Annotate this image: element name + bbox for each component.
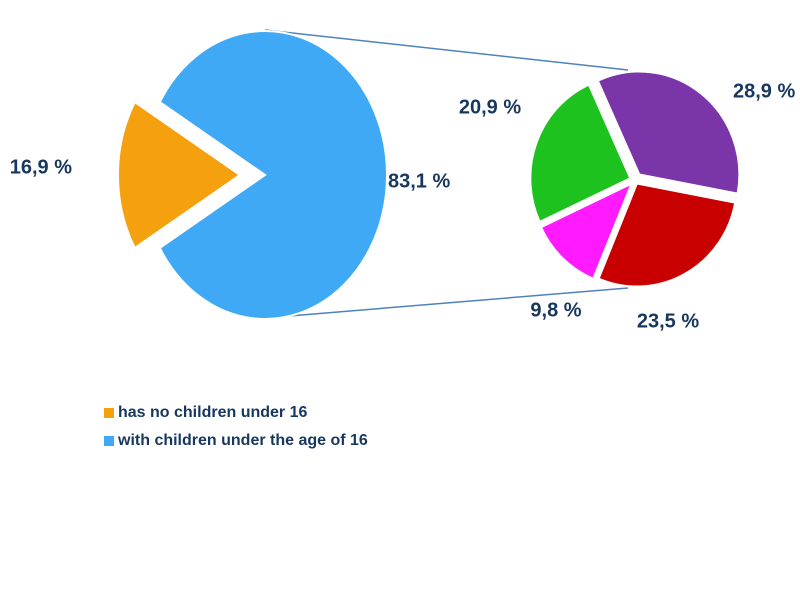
connector-line [264, 287, 629, 319]
pie-slice [529, 83, 632, 224]
legend-swatch [104, 436, 114, 446]
pie-slice [596, 70, 741, 195]
data-label: 20,9 % [459, 96, 521, 118]
pie-slice [158, 30, 388, 320]
data-label: 16,9 % [10, 156, 72, 178]
legend-swatch [104, 408, 114, 418]
connector-line [264, 29, 629, 71]
legend-label: has no children under 16 [118, 404, 307, 421]
data-label: 83,1 % [388, 170, 450, 192]
data-label: 23,5 % [637, 310, 699, 332]
pie-slice [117, 100, 242, 250]
legend-label: with children under the age of 16 [117, 432, 368, 449]
data-label: 28,9 % [733, 80, 795, 102]
data-label: 9,8 % [530, 299, 581, 321]
pie-slice [597, 182, 737, 288]
pie-slice [539, 181, 634, 281]
